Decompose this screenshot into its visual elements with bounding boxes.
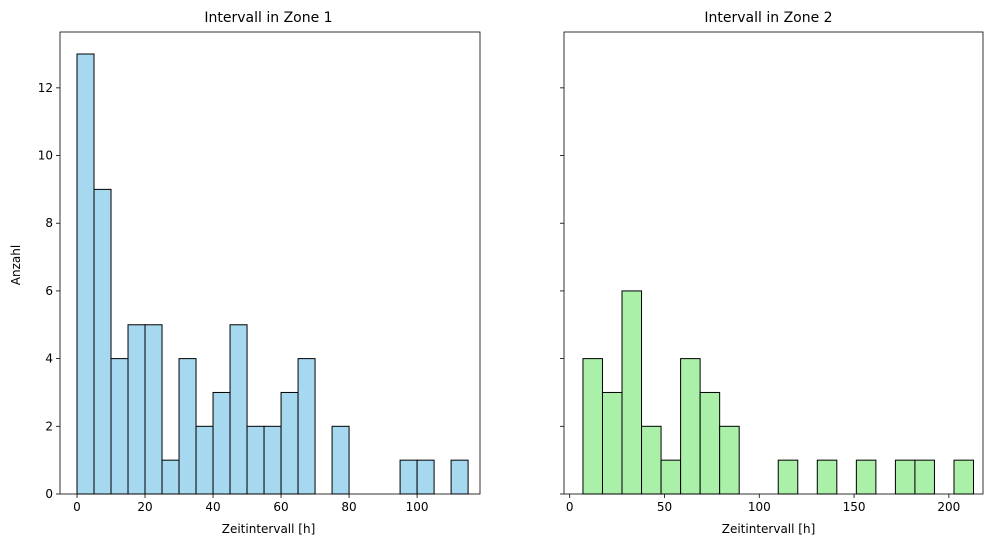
histogram-bar	[777, 459, 799, 495]
histogram-bar	[816, 459, 838, 495]
x-tick-label: 20	[137, 500, 152, 514]
panel-2-title: Intervall in Zone 2	[704, 10, 832, 26]
histogram-bar	[127, 324, 146, 495]
histogram-bar	[601, 391, 623, 495]
histogram-bar	[416, 459, 435, 495]
histogram-bar	[331, 425, 350, 495]
panel-2-x-ticks: 0 50 100 150 200	[566, 494, 960, 514]
histogram-bar	[263, 425, 282, 495]
histogram-bar	[280, 391, 299, 495]
histogram-bar	[582, 358, 603, 495]
x-tick-label: 50	[657, 500, 672, 514]
histogram-bar	[641, 425, 662, 495]
y-tick-label: 4	[45, 352, 53, 366]
histogram-bar	[110, 358, 129, 495]
y-tick-label: 10	[38, 149, 53, 163]
panel-1-y-axis-label: Anzahl	[9, 245, 23, 285]
panel-1-axes-frame	[59, 31, 481, 495]
histogram-bar	[660, 459, 682, 495]
y-tick-label: 2	[45, 419, 53, 433]
panel-2-x-axis-label: Zeitintervall [h]	[722, 522, 816, 536]
panel-1-x-axis-label: Zeitintervall [h]	[222, 522, 316, 536]
histogram-bar	[161, 459, 180, 495]
histogram-bar	[178, 358, 197, 495]
y-tick-label: 0	[45, 487, 53, 501]
histogram-bar	[855, 459, 877, 495]
x-tick-label: 60	[273, 500, 288, 514]
histogram-bar	[719, 425, 740, 495]
histogram-bar	[914, 459, 935, 495]
x-tick-label: 150	[843, 500, 866, 514]
histogram-bar	[212, 391, 231, 495]
histogram-bar	[76, 53, 95, 495]
histogram-bar	[680, 358, 701, 495]
histogram-bar	[297, 358, 316, 495]
panel-1-x-ticks: 0 20 40 60 80 100	[73, 494, 429, 514]
panel-1-title: Intervall in Zone 1	[204, 10, 332, 26]
x-tick-label: 0	[566, 500, 574, 514]
histogram-bar	[229, 324, 248, 495]
histogram-bar	[699, 391, 721, 495]
x-tick-label: 40	[205, 500, 220, 514]
histogram-bar	[246, 425, 265, 495]
panel-2-axes-frame	[563, 31, 984, 495]
histogram-bar	[195, 425, 214, 495]
histogram-bar	[399, 459, 418, 495]
x-tick-label: 100	[748, 500, 771, 514]
x-tick-label: 200	[937, 500, 960, 514]
x-tick-label: 80	[341, 500, 356, 514]
panel-zone-1: Intervall in Zone 1 Anzahl Zeitintervall…	[9, 10, 481, 536]
y-tick-label: 6	[45, 284, 53, 298]
histogram-bar	[93, 188, 112, 495]
histogram-bar	[621, 290, 643, 495]
histogram-bar	[144, 324, 163, 495]
histogram-bar	[894, 459, 916, 495]
y-tick-label: 8	[45, 216, 53, 230]
panel-zone-2: Intervall in Zone 2 Zeitintervall [h] 0 5…	[560, 10, 984, 536]
panel-1-y-ticks: 0 2 4 6 8 10 12	[38, 81, 60, 501]
histogram-bar	[953, 459, 975, 495]
y-tick-label: 12	[38, 81, 53, 95]
x-tick-label: 0	[73, 500, 81, 514]
histogram-bar	[450, 459, 469, 495]
panel-2-y-ticks	[560, 87, 564, 495]
x-tick-label: 100	[406, 500, 429, 514]
